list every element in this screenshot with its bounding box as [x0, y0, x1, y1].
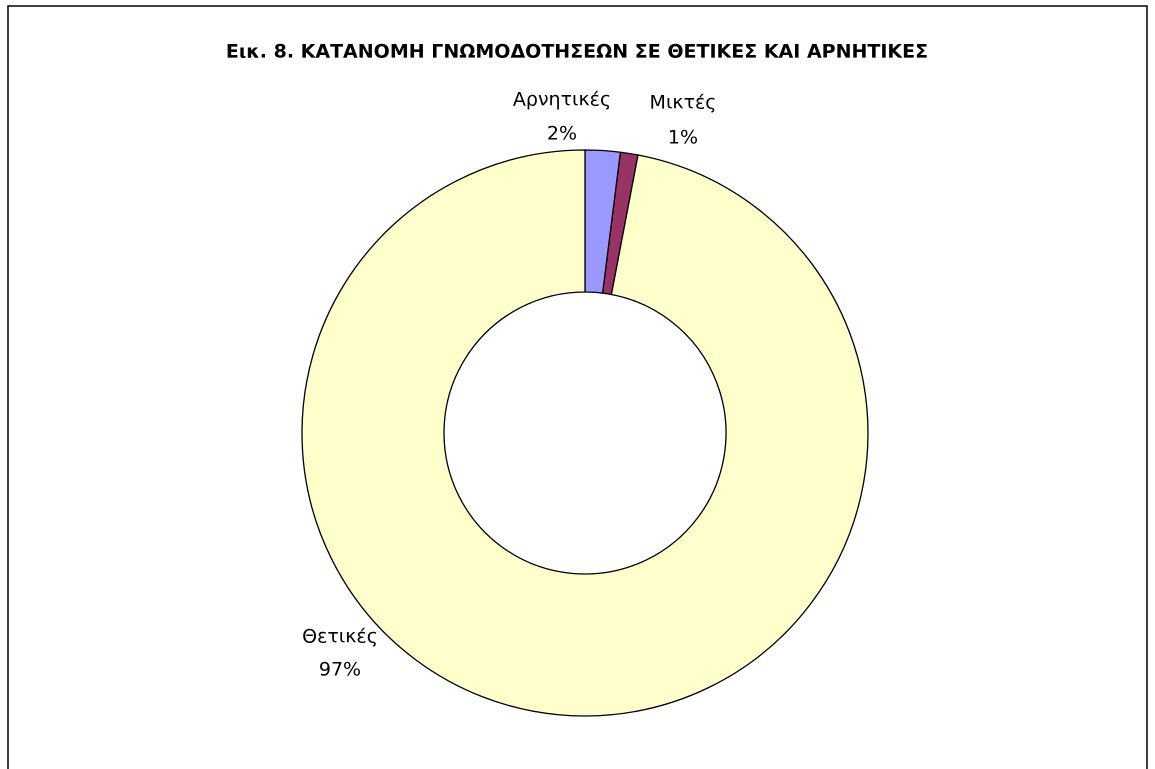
slice-value-label: 1%	[668, 127, 698, 149]
chart-title: Εικ. 8. ΚΑΤΑΝΟΜΗ ΓΝΩΜΟΔΟΤΗΣΕΩΝ ΣΕ ΘΕΤΙΚΕ…	[226, 41, 928, 63]
slice-value-label: 97%	[319, 659, 361, 681]
slice-label: Θετικές	[302, 626, 378, 648]
slice-label: Αρνητικές	[513, 89, 611, 111]
donut-slice	[301, 149, 869, 717]
slice-label: Μικτές	[650, 92, 717, 114]
slice-value-label: 2%	[547, 123, 577, 145]
